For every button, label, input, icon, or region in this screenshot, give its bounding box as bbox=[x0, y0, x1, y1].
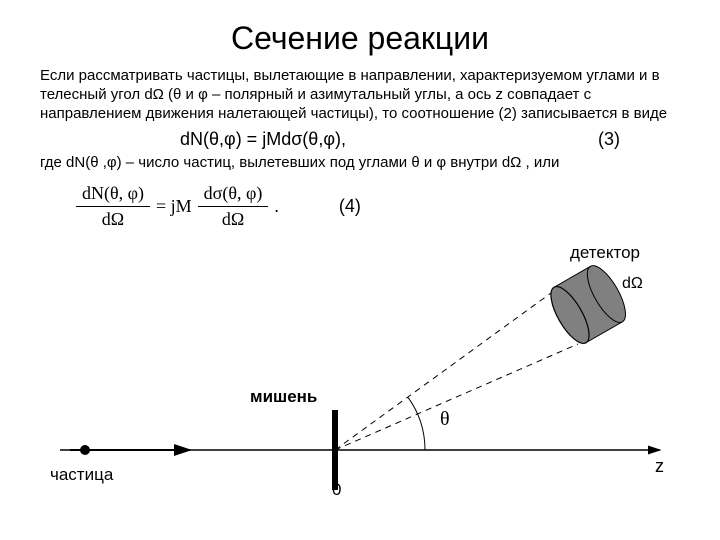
diagram-svg: детектор dΩ мишень θ z 0 частица bbox=[40, 240, 680, 500]
equation-3-number: (3) bbox=[598, 129, 680, 150]
diagram-label-particle: частица bbox=[50, 465, 114, 484]
diagram-label-target: мишень bbox=[250, 387, 317, 406]
scattering-diagram: детектор dΩ мишень θ z 0 частица bbox=[40, 240, 680, 500]
equation-3: dN(θ,φ) = jMdσ(θ,φ), bbox=[180, 129, 346, 150]
diagram-label-theta: θ bbox=[440, 408, 450, 430]
equation-4: dN(θ, φ) dΩ = jM dσ(θ, φ) dΩ . bbox=[70, 183, 279, 230]
eq4-eq: = jM bbox=[156, 196, 192, 217]
equation-4-number: (4) bbox=[339, 196, 361, 217]
equation-3-row: dN(θ,φ) = jMdσ(θ,φ), (3) bbox=[40, 129, 680, 150]
intro-paragraph: Если рассматривать частицы, вылетающие в… bbox=[40, 67, 680, 123]
where-paragraph: где dN(θ ,φ) – число частиц, вылетевших … bbox=[40, 154, 680, 173]
page-title: Сечение реакции bbox=[40, 20, 680, 57]
equation-4-row: dN(θ, φ) dΩ = jM dσ(θ, φ) dΩ . (4) bbox=[40, 183, 680, 230]
diagram-label-dOmega: dΩ bbox=[622, 275, 643, 292]
diagram-label-detector: детектор bbox=[570, 243, 640, 262]
eq4-lhs-num: dN(θ, φ) bbox=[76, 183, 150, 207]
eq4-lhs-den: dΩ bbox=[96, 207, 130, 230]
diagram-label-zero: 0 bbox=[332, 480, 341, 499]
eq4-rhs-num: dσ(θ, φ) bbox=[198, 183, 269, 207]
diagram-label-z: z bbox=[655, 456, 664, 476]
eq4-tail: . bbox=[274, 196, 279, 217]
eq4-rhs-den: dΩ bbox=[216, 207, 250, 230]
